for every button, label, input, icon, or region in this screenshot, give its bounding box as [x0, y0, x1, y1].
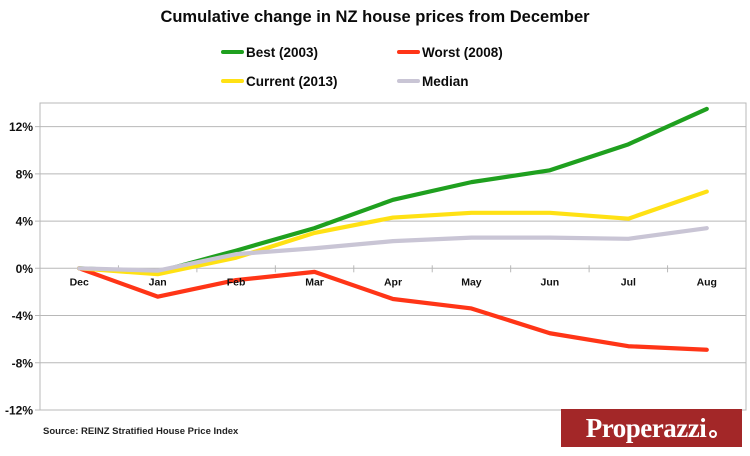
x-axis-label: Apr: [384, 276, 402, 288]
series-line-current-2013: [77, 189, 709, 277]
x-axis-label: Jul: [621, 276, 636, 288]
legend-swatch-worst-icon: [397, 49, 420, 55]
y-axis-label: -12%: [5, 404, 33, 418]
properazzi-logo: Properazzi: [561, 409, 742, 447]
source-note: Source: REINZ Stratified House Price Ind…: [43, 426, 239, 437]
series-line-worst-2008: [77, 266, 709, 352]
legend-item-median: Median: [397, 72, 597, 90]
chart-title: Cumulative change in NZ house prices fro…: [160, 8, 590, 26]
x-axis-label: Jun: [541, 276, 560, 288]
x-axis-label: Mar: [305, 276, 324, 288]
y-axis-label: 8%: [16, 167, 34, 181]
y-axis-label: 12%: [9, 120, 33, 134]
legend-item-best: Best (2003): [221, 43, 397, 61]
y-axis-label: -8%: [12, 356, 34, 370]
x-axis-label: May: [461, 276, 482, 288]
x-axis-label: Dec: [70, 276, 89, 288]
y-axis-label: -4%: [12, 309, 34, 323]
legend-label-best: Best (2003): [246, 44, 319, 60]
legend-swatch-median-icon: [397, 78, 420, 84]
plot-border: [39, 102, 747, 411]
legend-item-worst: Worst (2008): [397, 43, 597, 61]
series-line-best-2003: [77, 106, 709, 274]
legend-label-worst: Worst (2008): [422, 44, 503, 60]
logo-text: Properazzi: [585, 412, 707, 443]
legend-swatch-best-icon: [221, 49, 244, 55]
legend-label-median: Median: [422, 73, 469, 89]
x-axis-label: Feb: [227, 276, 246, 288]
legend-item-current: Current (2013): [221, 72, 397, 90]
y-axis-label: 4%: [16, 215, 34, 229]
legend: Best (2003) Worst (2008) Current (2013) …: [221, 43, 597, 90]
registered-mark-icon: [709, 430, 718, 438]
legend-label-current: Current (2013): [246, 73, 338, 89]
series-line-median: [77, 226, 709, 273]
x-axis-label: Aug: [697, 276, 717, 288]
legend-swatch-current-icon: [221, 78, 244, 84]
x-axis-label: Jan: [149, 276, 167, 288]
y-axis-label: 0%: [16, 262, 34, 276]
